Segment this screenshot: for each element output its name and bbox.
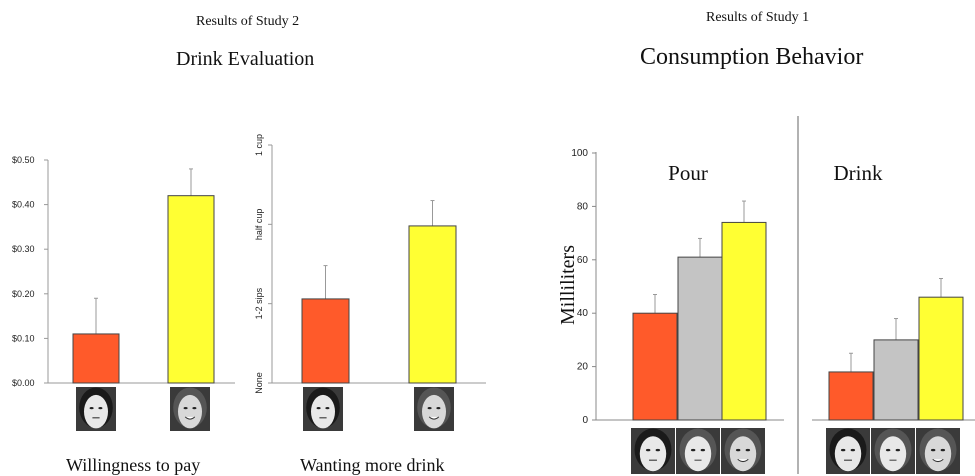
chart1-ytick-label: $0.50 xyxy=(12,155,35,165)
face-thumbnail-10 xyxy=(916,428,960,474)
chart3-ytick-label: 80 xyxy=(577,201,589,212)
chart3-ytick-label: 20 xyxy=(577,362,589,373)
face-mouth xyxy=(932,458,944,463)
face-thumbnail-9 xyxy=(871,428,915,474)
face-thumbnail-7 xyxy=(721,428,765,474)
panel-title-pour: Pour xyxy=(668,161,708,185)
face-skin xyxy=(84,394,108,429)
face-skin xyxy=(311,394,335,429)
chart1-ytick-label: $0.30 xyxy=(12,244,35,254)
chart2-bar xyxy=(301,298,350,384)
face-eye xyxy=(895,448,901,452)
face-eye xyxy=(745,448,751,452)
chart1-ytick-label: $0.40 xyxy=(12,200,35,210)
face-thumbnail-4 xyxy=(414,387,454,431)
chart3-bar xyxy=(632,312,678,421)
face-mouth xyxy=(737,458,749,463)
face-eye xyxy=(427,407,432,410)
chart1-ytick-label: $0.20 xyxy=(12,289,35,299)
face-eye xyxy=(885,448,891,452)
face-eye xyxy=(436,407,441,410)
chart1-ytick-label: $0.00 xyxy=(12,378,35,388)
study1-header: Results of Study 1 xyxy=(706,10,810,25)
chart2-ytick-label: 1-2 sips xyxy=(254,287,264,319)
study1-title: Consumption Behavior xyxy=(640,44,864,70)
face-eye xyxy=(690,448,696,452)
face-eye xyxy=(89,407,94,410)
study2-header: Results of Study 2 xyxy=(196,14,300,29)
chart2-bar xyxy=(408,225,457,384)
study1-ylabel: Milliliters xyxy=(557,245,579,325)
face-skin xyxy=(924,436,952,472)
chart3-ytick-label: 40 xyxy=(577,308,589,319)
face-skin xyxy=(639,436,667,472)
panel-title-drink: Drink xyxy=(834,161,883,185)
chart4-bar xyxy=(918,296,964,421)
face-eye xyxy=(850,448,856,452)
face-skin xyxy=(879,436,907,472)
face-eye xyxy=(840,448,846,452)
face-thumbnail-2 xyxy=(170,387,210,431)
face-skin xyxy=(422,394,446,429)
chart3-ytick-label: 0 xyxy=(582,415,588,426)
chart2-ytick-label: half cup xyxy=(254,209,264,241)
face-skin xyxy=(178,394,202,429)
face-skin xyxy=(834,436,862,472)
face-thumbnail-1 xyxy=(76,387,116,431)
face-eye xyxy=(192,407,197,410)
study2-right-label: Wanting more drink xyxy=(300,455,445,475)
chart2-ytick-label: None xyxy=(254,372,264,394)
face-skin xyxy=(684,436,712,472)
study2-title: Drink Evaluation xyxy=(176,48,315,70)
study2-left-label: Willingness to pay xyxy=(66,455,201,475)
face-eye xyxy=(645,448,651,452)
face-thumbnail-6 xyxy=(676,428,720,474)
chart3-ytick-label: 100 xyxy=(571,148,588,159)
face-skin xyxy=(729,436,757,472)
face-eye xyxy=(325,407,330,410)
chart1-bar xyxy=(167,195,215,384)
face-thumbnail-8 xyxy=(826,428,870,474)
chart4-bar xyxy=(873,339,919,421)
face-eye xyxy=(940,448,946,452)
face-eye xyxy=(655,448,661,452)
chart1-bar xyxy=(72,333,120,384)
face-thumbnail-5 xyxy=(631,428,675,474)
chart3-bar xyxy=(677,256,723,421)
face-thumbnail-3 xyxy=(303,387,343,431)
face-eye xyxy=(930,448,936,452)
face-eye xyxy=(316,407,321,410)
chart4-bar xyxy=(828,371,874,421)
chart2-ytick-label: 1 cup xyxy=(254,134,264,156)
chart3-ytick-label: 60 xyxy=(577,255,589,266)
chart1-ytick-label: $0.10 xyxy=(12,333,35,343)
face-eye xyxy=(98,407,103,410)
face-mouth xyxy=(184,416,196,420)
face-eye xyxy=(183,407,188,410)
chart3-bar xyxy=(721,221,767,421)
face-mouth xyxy=(428,416,440,420)
face-eye xyxy=(700,448,706,452)
face-eye xyxy=(735,448,741,452)
